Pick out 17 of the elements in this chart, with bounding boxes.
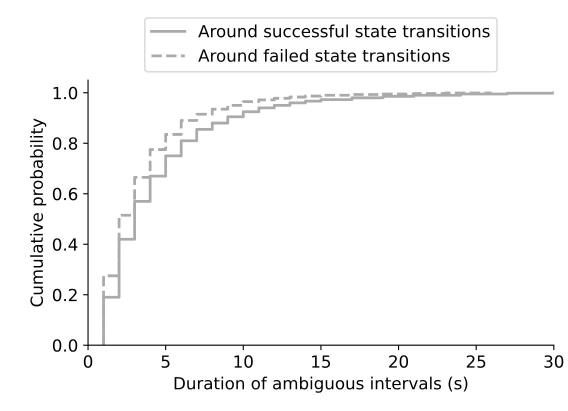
y-tick-label: 0.4 (52, 238, 78, 251)
y-tick-label: 0.6 (52, 188, 78, 200)
x-tick-label: 0 (84, 355, 92, 368)
legend-label: Around successful state transitions (198, 24, 490, 38)
y-tick-label: 0.0 (52, 339, 78, 352)
y-tick-label: 1.0 (54, 86, 78, 100)
y-tick-label: 0.2 (52, 288, 77, 302)
legend-label: Around failed state transitions (198, 49, 450, 62)
y-axis-title: Cumulative probability (30, 118, 46, 306)
x-tick-label: 25 (466, 355, 486, 368)
x-tick-label: 30 (544, 355, 564, 368)
x-tick-label: 10 (234, 355, 253, 368)
x-tick-label: 5 (162, 355, 170, 368)
x-tick-label: 15 (312, 355, 330, 368)
x-tick-label: 20 (389, 355, 408, 368)
x-axis-title: Duration of ambiguous intervals (s) (174, 376, 468, 393)
y-tick-label: 0.8 (52, 137, 78, 150)
